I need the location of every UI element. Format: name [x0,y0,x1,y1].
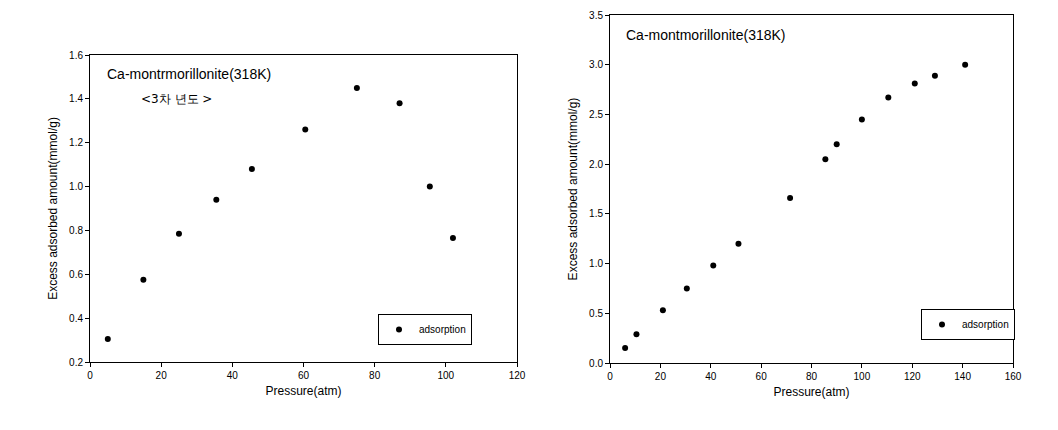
svg-text:Pressure(atm): Pressure(atm) [265,384,341,398]
svg-text:1.0: 1.0 [589,258,603,269]
svg-text:1.6: 1.6 [69,50,83,61]
svg-text:<3차 년도 >: <3차 년도 > [141,92,212,106]
svg-text:2.0: 2.0 [589,159,603,170]
svg-text:0.6: 0.6 [69,269,83,280]
svg-text:1.4: 1.4 [69,93,83,104]
svg-text:100: 100 [437,370,454,381]
svg-text:140: 140 [954,371,971,382]
svg-text:160: 160 [1005,371,1022,382]
svg-text:1.5: 1.5 [589,208,603,219]
svg-text:0.0: 0.0 [589,358,603,369]
svg-text:adsorption: adsorption [419,324,466,335]
svg-text:2.5: 2.5 [589,109,603,120]
svg-text:0: 0 [607,371,613,382]
svg-text:adsorption: adsorption [962,319,1009,330]
svg-text:Ca-montmorillonite(318K): Ca-montmorillonite(318K) [626,27,786,43]
svg-text:1.2: 1.2 [69,137,83,148]
svg-text:Ca-montrmorillonite(318K): Ca-montrmorillonite(318K) [107,66,271,82]
svg-text:40: 40 [227,370,239,381]
svg-text:0.8: 0.8 [69,225,83,236]
svg-text:120: 120 [904,371,921,382]
svg-text:40: 40 [705,371,717,382]
svg-text:120: 120 [509,370,526,381]
svg-text:Excess adsorbed amount(mmol/g): Excess adsorbed amount(mmol/g) [566,98,580,281]
svg-text:80: 80 [806,371,818,382]
svg-text:100: 100 [854,371,871,382]
svg-text:Excess adsorbed amount(mmol/g): Excess adsorbed amount(mmol/g) [46,117,60,300]
svg-text:60: 60 [756,371,768,382]
svg-text:3.5: 3.5 [589,10,603,21]
svg-text:3.0: 3.0 [589,59,603,70]
svg-text:1.0: 1.0 [69,181,83,192]
svg-text:0.5: 0.5 [589,308,603,319]
svg-text:60: 60 [298,370,310,381]
svg-text:Pressure(atm): Pressure(atm) [773,385,849,399]
svg-text:20: 20 [655,371,667,382]
svg-text:20: 20 [156,370,168,381]
svg-text:0.4: 0.4 [69,313,83,324]
svg-text:0.2: 0.2 [69,357,83,368]
svg-text:80: 80 [369,370,381,381]
svg-text:0: 0 [87,370,93,381]
